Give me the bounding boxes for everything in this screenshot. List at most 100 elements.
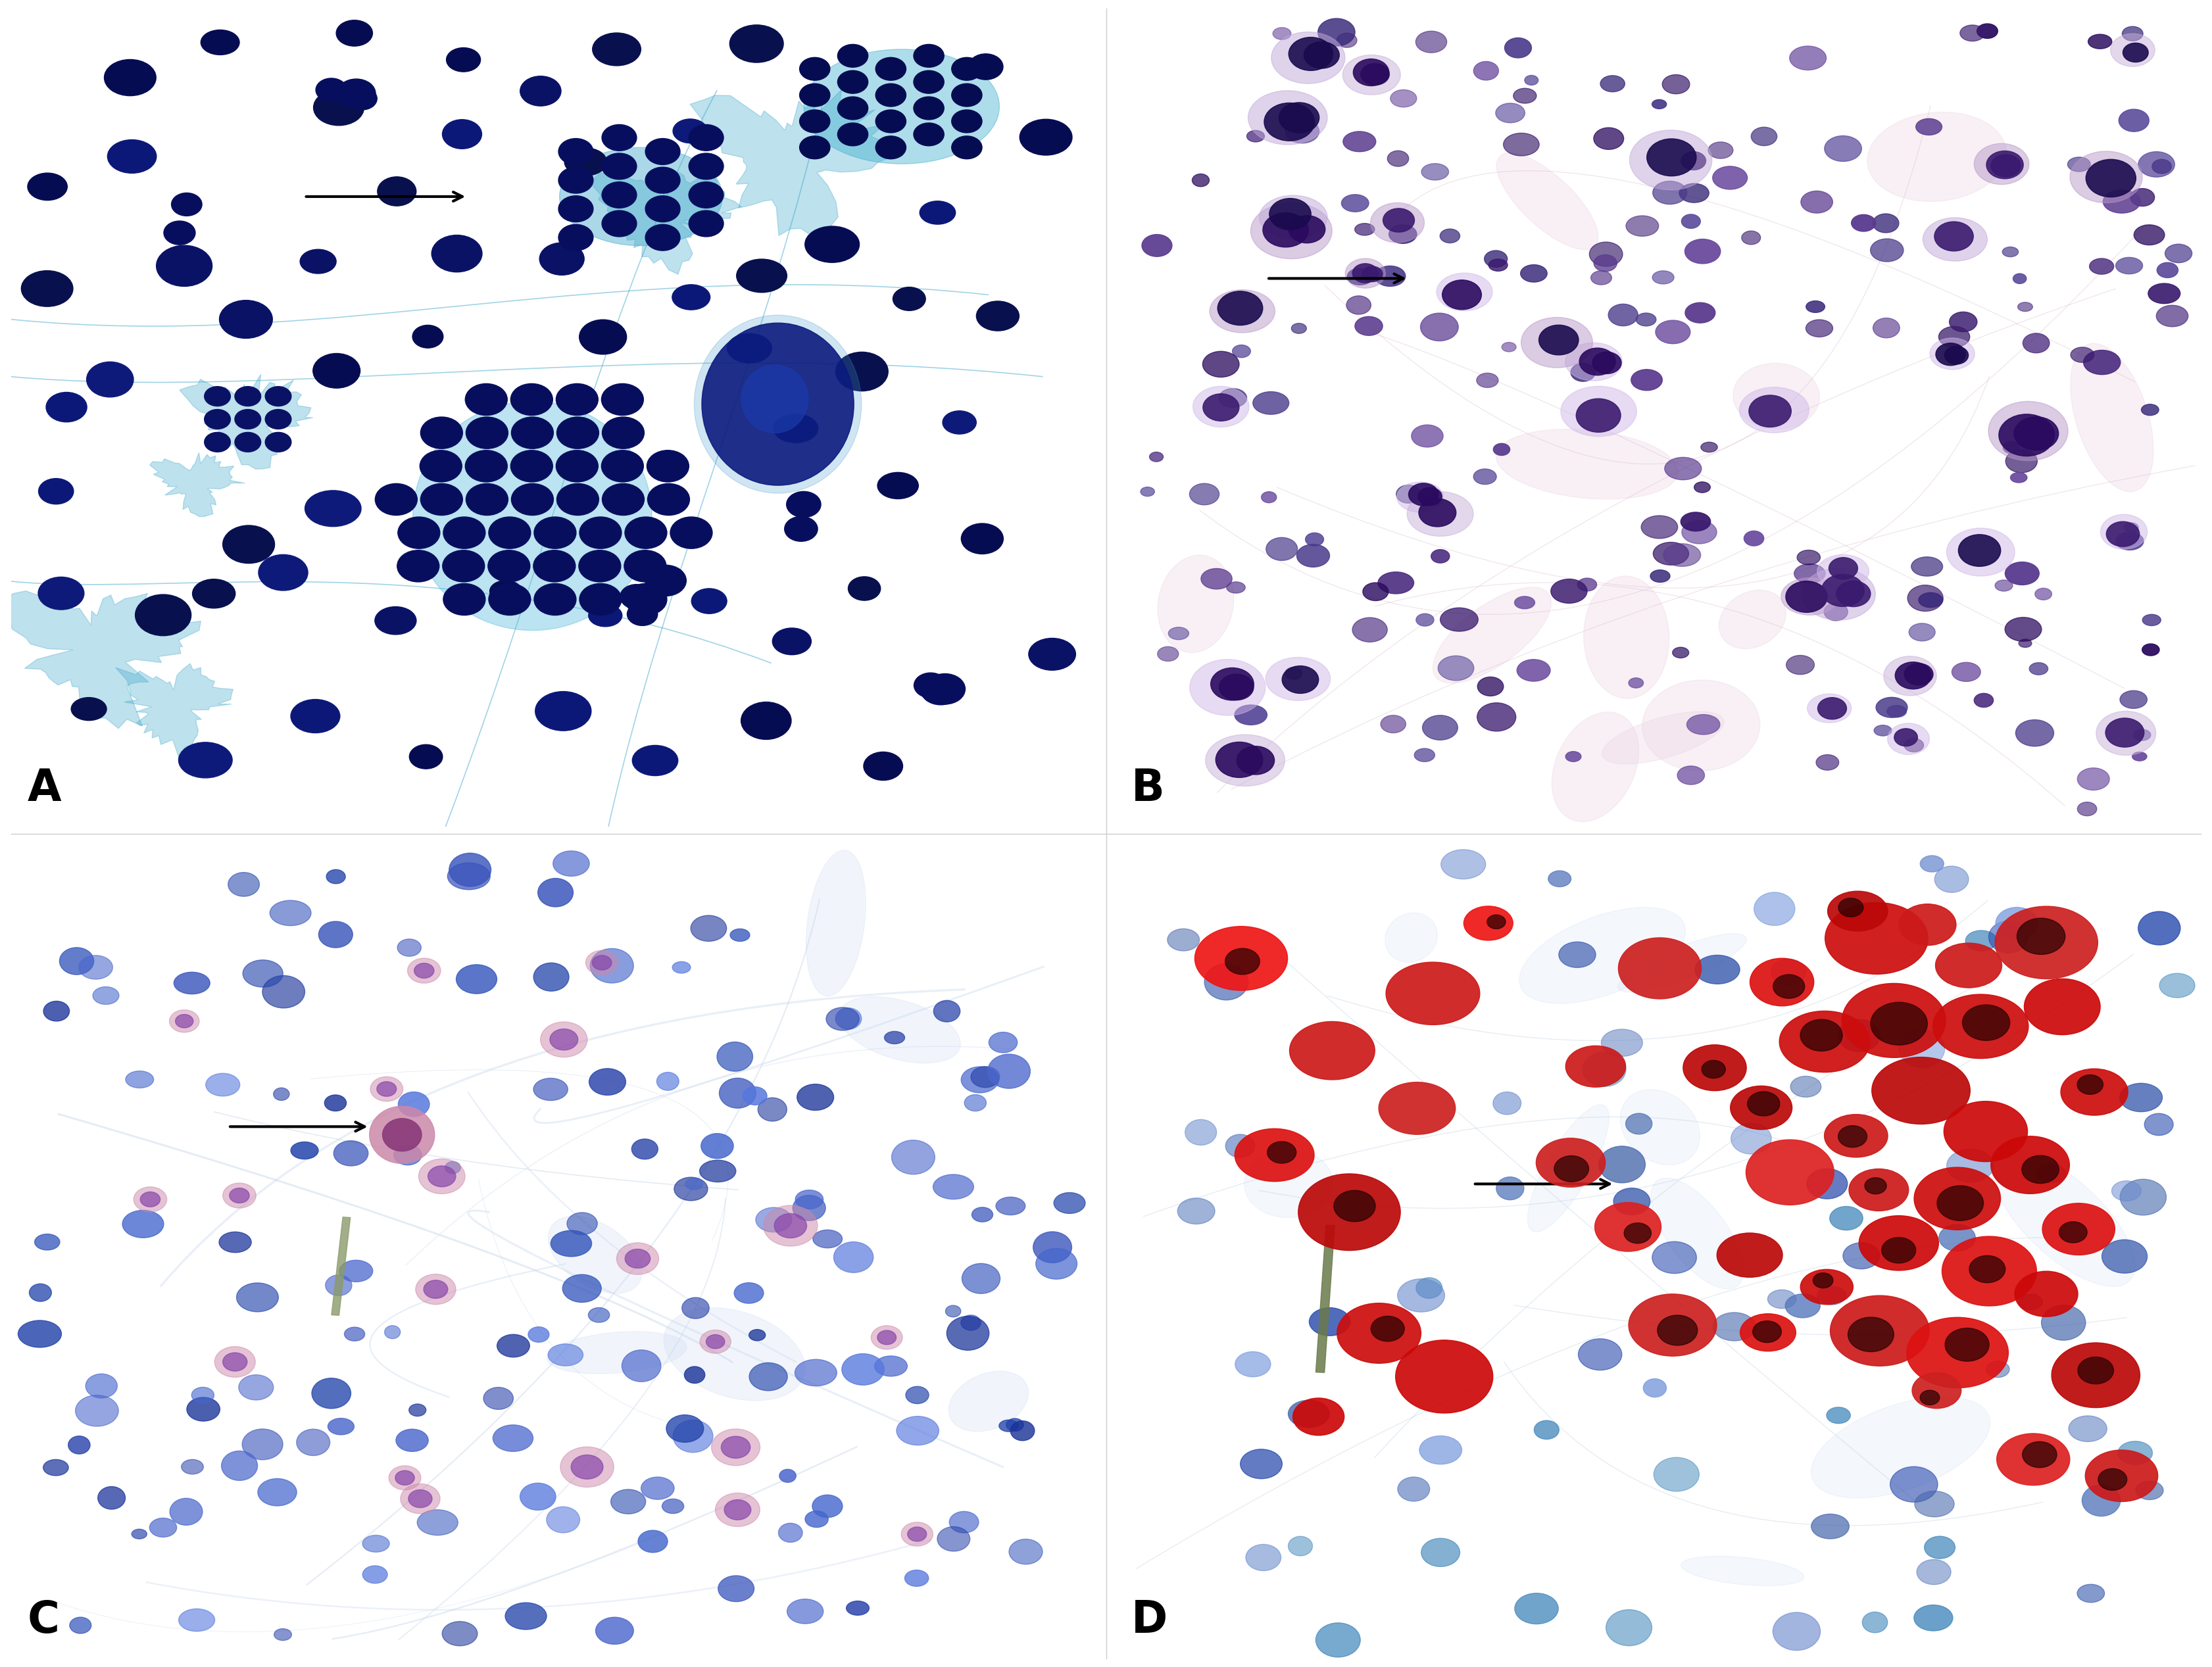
Ellipse shape bbox=[796, 1190, 823, 1209]
Ellipse shape bbox=[641, 1477, 675, 1499]
Ellipse shape bbox=[1478, 373, 1498, 387]
Ellipse shape bbox=[1652, 542, 1688, 565]
Ellipse shape bbox=[46, 392, 86, 422]
Text: C: C bbox=[27, 1599, 60, 1642]
Ellipse shape bbox=[566, 1212, 597, 1235]
Ellipse shape bbox=[465, 450, 507, 482]
Ellipse shape bbox=[1871, 1057, 1971, 1124]
Ellipse shape bbox=[2157, 305, 2188, 327]
Ellipse shape bbox=[951, 110, 982, 133]
Ellipse shape bbox=[728, 333, 772, 363]
Ellipse shape bbox=[1885, 657, 1936, 695]
Ellipse shape bbox=[2090, 258, 2115, 275]
Ellipse shape bbox=[1652, 1242, 1697, 1274]
Ellipse shape bbox=[971, 1207, 993, 1222]
Ellipse shape bbox=[274, 1089, 290, 1100]
Ellipse shape bbox=[1829, 1295, 1929, 1365]
Ellipse shape bbox=[1787, 655, 1814, 675]
Ellipse shape bbox=[2051, 1342, 2139, 1407]
Ellipse shape bbox=[2077, 802, 2097, 815]
Ellipse shape bbox=[1829, 1207, 1863, 1230]
Ellipse shape bbox=[414, 402, 653, 630]
Ellipse shape bbox=[602, 182, 637, 208]
Ellipse shape bbox=[1849, 1169, 1909, 1210]
Ellipse shape bbox=[1192, 387, 1250, 427]
Ellipse shape bbox=[591, 949, 633, 984]
Ellipse shape bbox=[1287, 1537, 1312, 1555]
Ellipse shape bbox=[221, 1450, 257, 1480]
Ellipse shape bbox=[511, 417, 553, 448]
Ellipse shape bbox=[785, 517, 818, 542]
Ellipse shape bbox=[1354, 58, 1389, 87]
Ellipse shape bbox=[38, 478, 73, 503]
Ellipse shape bbox=[104, 60, 157, 95]
Ellipse shape bbox=[779, 1524, 803, 1542]
Ellipse shape bbox=[891, 1140, 936, 1174]
Ellipse shape bbox=[1889, 1467, 1938, 1502]
Ellipse shape bbox=[1285, 667, 1303, 680]
Ellipse shape bbox=[1617, 934, 1747, 992]
Ellipse shape bbox=[549, 1217, 641, 1294]
Polygon shape bbox=[150, 453, 246, 517]
Ellipse shape bbox=[420, 450, 462, 482]
Ellipse shape bbox=[1265, 657, 1329, 700]
Ellipse shape bbox=[1478, 703, 1515, 732]
Ellipse shape bbox=[1989, 402, 2068, 460]
Ellipse shape bbox=[1973, 693, 1993, 707]
Ellipse shape bbox=[243, 960, 283, 987]
Ellipse shape bbox=[969, 53, 1002, 80]
Ellipse shape bbox=[1305, 533, 1323, 547]
Ellipse shape bbox=[1896, 662, 1931, 688]
Ellipse shape bbox=[843, 1354, 885, 1385]
Ellipse shape bbox=[1683, 1045, 1747, 1090]
Ellipse shape bbox=[133, 1187, 166, 1212]
Ellipse shape bbox=[1947, 528, 2015, 577]
Ellipse shape bbox=[1681, 215, 1701, 228]
Ellipse shape bbox=[779, 1469, 796, 1482]
Ellipse shape bbox=[1250, 203, 1332, 258]
Ellipse shape bbox=[1951, 662, 1980, 682]
Ellipse shape bbox=[1752, 127, 1776, 145]
Ellipse shape bbox=[1228, 582, 1245, 593]
Ellipse shape bbox=[1245, 1149, 1334, 1217]
Ellipse shape bbox=[878, 472, 918, 498]
Ellipse shape bbox=[1936, 944, 2002, 989]
Ellipse shape bbox=[400, 1484, 440, 1514]
Ellipse shape bbox=[628, 603, 657, 625]
Ellipse shape bbox=[1272, 28, 1292, 40]
Ellipse shape bbox=[1907, 585, 1942, 612]
Ellipse shape bbox=[2042, 1204, 2115, 1255]
Ellipse shape bbox=[1303, 42, 1338, 68]
Ellipse shape bbox=[619, 585, 653, 608]
Ellipse shape bbox=[1650, 1179, 1743, 1289]
Ellipse shape bbox=[2070, 152, 2143, 203]
Ellipse shape bbox=[394, 1145, 422, 1165]
Ellipse shape bbox=[2015, 417, 2059, 450]
Ellipse shape bbox=[1812, 1514, 1849, 1539]
Ellipse shape bbox=[2068, 1415, 2108, 1442]
Ellipse shape bbox=[1515, 1594, 1557, 1624]
Ellipse shape bbox=[1790, 1077, 1820, 1097]
Ellipse shape bbox=[838, 70, 867, 93]
Ellipse shape bbox=[1851, 215, 1876, 232]
Ellipse shape bbox=[1263, 213, 1310, 247]
Ellipse shape bbox=[1006, 1419, 1024, 1432]
Ellipse shape bbox=[699, 1160, 737, 1182]
Ellipse shape bbox=[774, 1214, 807, 1239]
Ellipse shape bbox=[1916, 118, 1942, 135]
Ellipse shape bbox=[2004, 442, 2020, 453]
Ellipse shape bbox=[1960, 25, 1984, 42]
Ellipse shape bbox=[69, 1435, 91, 1454]
Ellipse shape bbox=[409, 1490, 431, 1507]
Ellipse shape bbox=[259, 1479, 296, 1505]
Ellipse shape bbox=[1641, 515, 1677, 538]
Ellipse shape bbox=[1907, 1317, 2008, 1389]
Ellipse shape bbox=[228, 872, 259, 897]
Ellipse shape bbox=[418, 1510, 458, 1535]
Ellipse shape bbox=[409, 745, 442, 768]
Ellipse shape bbox=[1259, 195, 1327, 240]
Ellipse shape bbox=[580, 583, 622, 615]
Ellipse shape bbox=[557, 225, 593, 250]
Ellipse shape bbox=[1380, 715, 1407, 733]
Ellipse shape bbox=[1157, 647, 1179, 662]
